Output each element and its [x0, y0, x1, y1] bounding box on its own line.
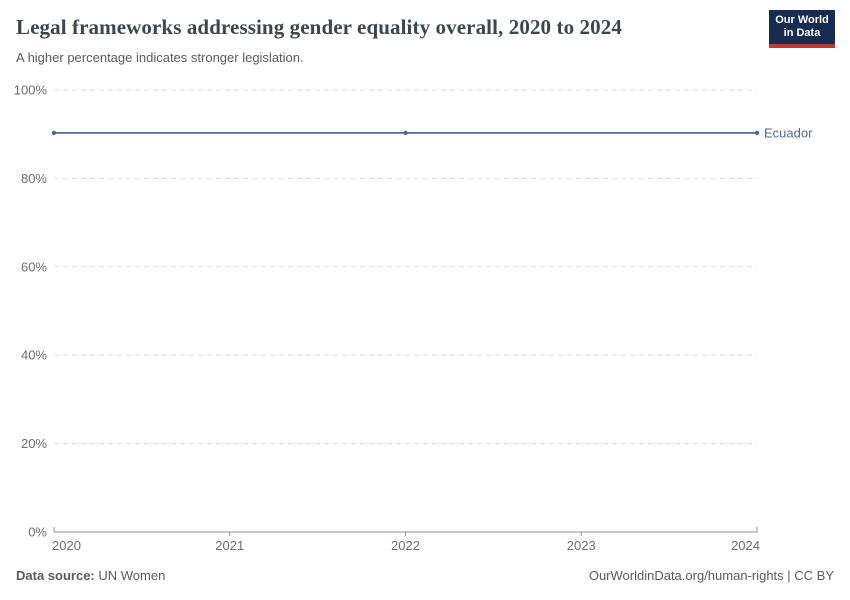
data-source-value: UN Women: [98, 568, 166, 583]
data-point[interactable]: [754, 130, 760, 136]
x-tick-label: 2021: [215, 538, 244, 553]
data-point[interactable]: [51, 130, 57, 136]
entity-label[interactable]: Ecuador: [764, 125, 813, 140]
chart-subtitle: A higher percentage indicates stronger l…: [16, 50, 304, 65]
y-tick-label: 0%: [28, 525, 47, 540]
x-tick-label: 2024: [731, 538, 760, 553]
y-tick-label: 40%: [21, 348, 47, 363]
chart-title: Legal frameworks addressing gender equal…: [16, 15, 622, 39]
x-tick-label: 2022: [391, 538, 420, 553]
owid-logo-line1: Our World: [775, 14, 829, 26]
owid-logo-accent-bar: [769, 44, 835, 48]
x-tick-label: 2020: [52, 538, 81, 553]
owid-logo-text: Our World in Data: [775, 14, 829, 44]
data-source-label: Data source:: [16, 568, 95, 583]
footer-rights-link[interactable]: OurWorldinData.org/human-rights | CC BY: [588, 568, 834, 583]
y-tick-label: 100%: [14, 83, 48, 98]
y-tick-label: 80%: [21, 171, 47, 186]
owid-logo-line2: in Data: [783, 27, 821, 39]
owid-logo[interactable]: Our World in Data: [769, 10, 835, 48]
data-point[interactable]: [403, 130, 408, 136]
y-tick-label: 20%: [21, 436, 47, 451]
data-source: Data source: UN Women: [16, 568, 165, 583]
y-tick-label: 60%: [21, 259, 47, 274]
footer: Data source: UN Women OurWorldinData.org…: [16, 568, 834, 583]
x-tick-label: 2023: [567, 538, 596, 553]
